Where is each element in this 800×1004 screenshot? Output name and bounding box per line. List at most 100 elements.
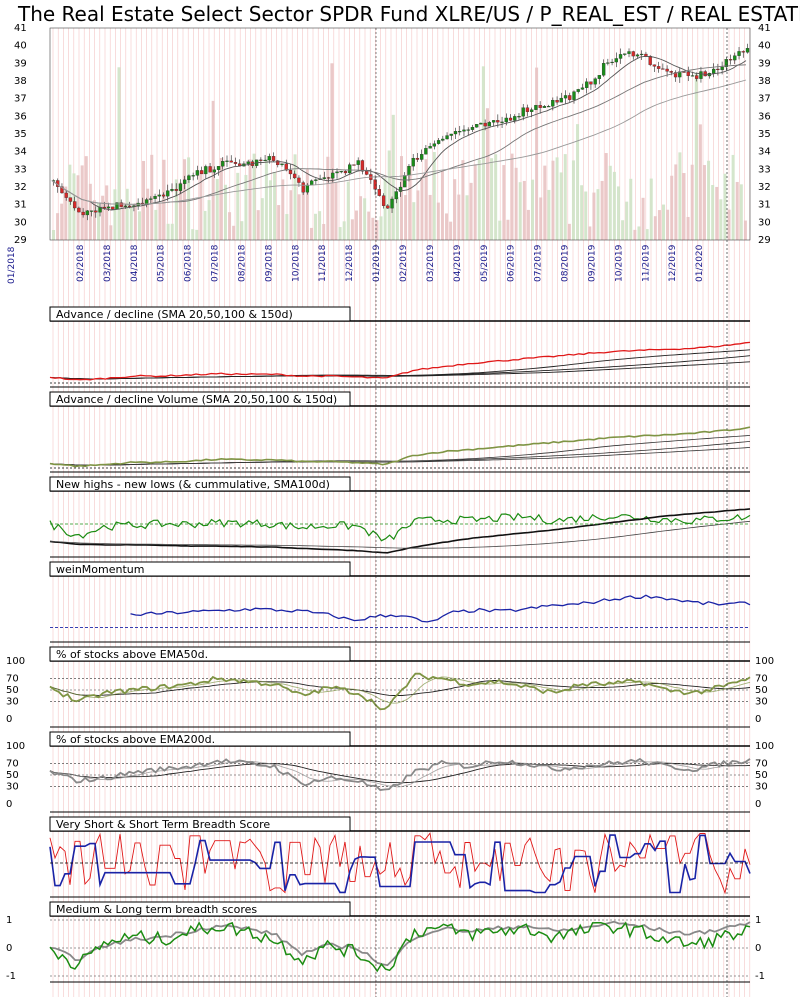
pct-sma-line <box>49 680 751 696</box>
volume-bar <box>711 185 715 240</box>
candle-body <box>534 105 538 110</box>
candle-body <box>276 160 280 166</box>
score-tick-right: 0 <box>755 943 761 954</box>
volume-bar <box>514 167 518 240</box>
long-term-score-line <box>49 920 751 967</box>
candle-body <box>106 206 111 209</box>
volume-bar <box>178 182 182 240</box>
volume-bar <box>248 159 252 240</box>
moving-average-line <box>51 79 747 205</box>
candle-body <box>665 68 669 72</box>
candle-body <box>576 89 580 92</box>
short-term-score-line <box>49 834 751 894</box>
candle-body <box>407 166 411 176</box>
date-tick-label: 12/2018 <box>345 244 355 282</box>
candle-body <box>449 133 453 136</box>
candle-body <box>445 135 449 140</box>
candle-body <box>144 199 149 205</box>
candle-body <box>682 71 686 73</box>
volume-bar <box>469 182 473 240</box>
volume-bar <box>502 165 506 240</box>
candle-body <box>153 196 157 199</box>
candle-body <box>111 206 115 210</box>
price-frame <box>49 27 751 241</box>
date-tick-label: 11/2019 <box>641 244 651 282</box>
volume-bar <box>342 221 346 240</box>
volume-bar <box>187 157 191 240</box>
volume-bar <box>616 186 620 240</box>
candle-body <box>606 62 610 64</box>
candle-body <box>648 56 652 65</box>
candle-body <box>559 97 563 103</box>
volume-bar <box>518 182 522 240</box>
panel-label: Very Short & Short Term Breadth Score <box>56 818 270 831</box>
candle-body <box>149 198 153 200</box>
panel-label-box <box>49 561 351 577</box>
candle-body <box>356 160 360 165</box>
volume-bar <box>354 210 358 240</box>
volume-bar <box>113 189 117 240</box>
volume-bar <box>322 223 326 240</box>
volume-bar <box>584 191 588 240</box>
volume-bar <box>498 220 502 240</box>
candle-body <box>187 175 191 181</box>
volume-bar <box>170 223 174 240</box>
score-tick-left: -1 <box>6 971 16 982</box>
candle-body <box>568 95 572 100</box>
volume-bar <box>567 223 571 240</box>
volume-bar <box>215 179 219 240</box>
candle-body <box>68 197 73 202</box>
volume-bar <box>375 220 379 240</box>
candle-body <box>699 71 703 79</box>
volume-bar <box>440 170 444 240</box>
volume-bar <box>485 108 489 241</box>
volume-bar <box>670 175 674 240</box>
price-tick-right: 38 <box>758 76 771 87</box>
price-tick-left: 35 <box>14 129 27 140</box>
candle-body <box>77 207 81 213</box>
candle-body <box>119 202 123 207</box>
candle-body <box>280 163 284 166</box>
volume-bar <box>199 170 203 240</box>
volume-bar <box>166 223 170 240</box>
volume-bar <box>743 220 747 240</box>
candle-body <box>585 81 589 88</box>
candle-body <box>720 66 724 71</box>
volume-bar <box>592 192 596 240</box>
candle-body <box>85 210 90 216</box>
volume-bar <box>174 179 178 240</box>
candle-body <box>453 131 458 135</box>
volume-bar <box>408 165 412 240</box>
volume-bar <box>477 159 481 240</box>
volume-bar <box>739 184 743 240</box>
volume-bar <box>588 226 592 240</box>
indicator-panels: Advance / decline (SMA 20,50,100 & 150d)… <box>49 306 751 983</box>
candle-body <box>661 68 665 70</box>
panel-label-box <box>49 901 351 917</box>
volume-bars <box>52 63 747 241</box>
price-tick-left: 39 <box>14 58 27 69</box>
candle-body <box>737 51 741 56</box>
candle-body <box>572 91 576 100</box>
volume-bar <box>662 204 666 240</box>
price-tick-left: 34 <box>14 147 27 158</box>
panel-label: % of stocks above EMA50d. <box>56 648 208 661</box>
volume-bar <box>240 221 244 240</box>
volume-bar <box>191 229 195 240</box>
candle-body <box>627 51 631 54</box>
pct-tick-left: 0 <box>6 799 12 810</box>
score-tick-left: 1 <box>6 915 12 926</box>
volume-bar <box>183 159 187 240</box>
candle-body <box>733 55 737 61</box>
panel-label-box <box>49 816 351 832</box>
candle-body <box>644 53 648 57</box>
volume-bar <box>223 184 227 240</box>
date-tick-label: 07/2019 <box>534 244 544 282</box>
volume-bar <box>92 200 96 240</box>
volume-bar <box>686 216 690 240</box>
candle-body <box>293 173 297 179</box>
candle-body <box>652 64 657 67</box>
price-tick-right: 33 <box>758 164 771 175</box>
candle-body <box>711 68 716 74</box>
pct-tick-left: 70 <box>6 673 19 684</box>
